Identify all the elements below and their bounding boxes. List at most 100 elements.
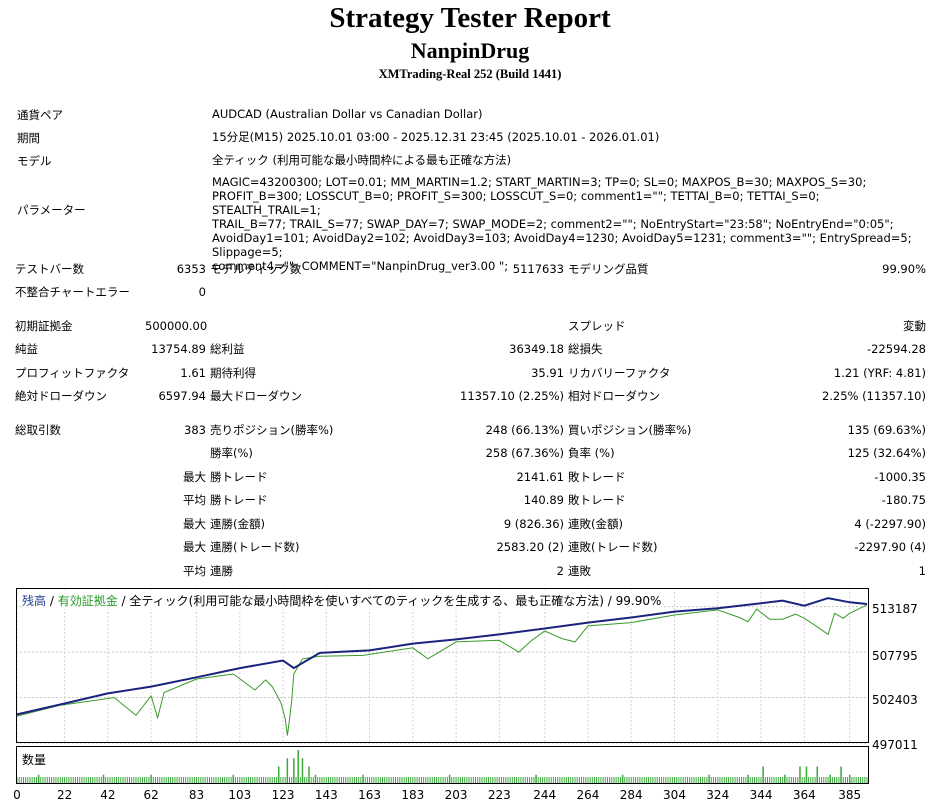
stat-label: 売りポジション(勝率%) [210, 422, 334, 437]
stat-label: 最大ドローダウン [210, 389, 302, 404]
stat-value: -2297.90 (4) [854, 540, 926, 555]
stats-row: 最大 連勝(金額) 9 (826.36) 連敗(金額) 4 (-2297.90) [13, 512, 928, 536]
stat-label: モデルティック数 [210, 261, 302, 276]
stats-row: 最大 勝トレード 2141.61 敗トレード -1000.35 [13, 465, 928, 489]
stats-row: 不整合チャートエラー 0 [13, 281, 928, 305]
stat-value: -22594.28 [866, 342, 926, 357]
stats-row: 平均 勝トレード 140.89 敗トレード -180.75 [13, 489, 928, 513]
stat-label: 敗トレード [568, 469, 626, 484]
main-plot-frame [16, 588, 869, 743]
stat-label: 最大 [183, 516, 206, 531]
stat-value: 36349.18 [509, 342, 564, 357]
period-label: 期間 [17, 131, 40, 145]
stat-label: モデリング品質 [568, 261, 649, 276]
stat-value: 1.61 [180, 365, 206, 380]
stat-value: 2.25% (11357.10) [821, 389, 926, 404]
x-tick-label: 103 [228, 788, 252, 802]
stat-value: 4 (-2297.90) [854, 516, 926, 531]
stat-value: 2141.61 [516, 469, 564, 484]
legend-equity: 有効証拠金 [57, 594, 118, 608]
x-tick-label: 284 [619, 788, 643, 802]
legend-balance: 残高 [22, 594, 47, 608]
stats-row: 絶対ドローダウン 6597.94 最大ドローダウン 11357.10 (2.25… [13, 385, 928, 409]
stat-label: 勝率(%) [210, 446, 253, 461]
stat-label: 平均 [183, 493, 206, 508]
y-tick-label: 502403 [872, 693, 918, 707]
stat-value: 248 (66.13%) [485, 422, 564, 437]
x-tick-label: 344 [749, 788, 773, 802]
legend-rest: / 全ティック(利用可能な最小時間枠を使いすべてのティックを生成する、最も正確な… [117, 594, 662, 608]
stats-row: 最大 連勝(トレード数) 2583.20 (2) 連敗(トレード数) -2297… [13, 536, 928, 560]
stat-label: 買いポジション(勝率%) [568, 422, 692, 437]
stat-value: 6353 [176, 261, 206, 276]
stat-value: 0 [198, 285, 206, 300]
y-tick-label: 497011 [872, 738, 918, 752]
x-tick-label: 364 [792, 788, 816, 802]
stat-value: 13754.89 [151, 342, 206, 357]
stat-value: 6597.94 [158, 389, 206, 404]
stat-label: 相対ドローダウン [568, 389, 660, 404]
stat-label: 敗トレード [568, 493, 626, 508]
stat-value: 35.91 [531, 365, 564, 380]
stat-label: スプレッド [568, 318, 626, 333]
x-tick-label: 42 [100, 788, 116, 802]
stat-value: 変動 [903, 318, 926, 333]
stat-label: 純益 [15, 342, 38, 357]
stat-label: 期待利得 [210, 365, 256, 380]
stat-value: 2583.20 (2) [496, 540, 564, 555]
y-tick-label: 513187 [872, 602, 918, 616]
stat-value: 1 [918, 563, 926, 578]
stat-label: 最大 [183, 540, 206, 555]
stat-value: 11357.10 (2.25%) [460, 389, 565, 404]
model-label: モデル [17, 154, 52, 168]
stat-value: 125 (32.64%) [847, 446, 926, 461]
stat-label: 負率 (%) [568, 446, 615, 461]
stat-label: 初期証拠金 [15, 318, 73, 333]
report-title: Strategy Tester Report [329, 2, 611, 34]
stat-value: 5117633 [512, 261, 564, 276]
equity-line [16, 604, 868, 736]
stat-label: 勝トレード [210, 469, 268, 484]
volume-label: 数量 [22, 751, 47, 768]
stat-value: 258 (67.36%) [485, 446, 564, 461]
chart-legend: 残高 / 有効証拠金 / 全ティック(利用可能な最小時間枠を使いすべてのティック… [22, 592, 662, 609]
stat-value: 383 [184, 422, 206, 437]
stat-label: 連敗(金額) [568, 516, 623, 531]
stat-label: 総取引数 [15, 422, 61, 437]
stat-label: 不整合チャートエラー [15, 285, 130, 300]
x-tick-label: 163 [358, 788, 381, 802]
stat-label: テストバー数 [15, 261, 84, 276]
stats-table: テストバー数 6353 モデルティック数 5117633 モデリング品質 99.… [13, 257, 928, 583]
stat-label: 連勝(トレード数) [210, 540, 300, 555]
params-value: MAGIC=43200300; LOT=0.01; MM_MARTIN=1.2;… [212, 175, 912, 273]
stat-label: 連勝(金額) [210, 516, 265, 531]
x-tick-label: 324 [706, 788, 730, 802]
stat-value: 99.90% [882, 261, 926, 276]
x-tick-label: 304 [663, 788, 686, 802]
x-tick-label: 62 [143, 788, 159, 802]
pair-label: 通貨ペア [17, 108, 63, 122]
stats-row: 純益 13754.89 総利益 36349.18 総損失 -22594.28 [13, 338, 928, 362]
stat-label: 連敗(トレード数) [568, 540, 658, 555]
stats-row: プロフィットファクタ 1.61 期待利得 35.91 リカバリーファクタ 1.2… [13, 361, 928, 385]
legend-sep: / [46, 594, 58, 608]
stat-value: 135 (69.63%) [847, 422, 926, 437]
x-tick-label: 244 [533, 788, 557, 802]
stat-label: 総利益 [210, 342, 245, 357]
stat-value: 500000.00 [145, 318, 208, 333]
x-tick-label: 264 [576, 788, 600, 802]
balance-line [16, 597, 868, 716]
stat-label: 連敗 [568, 563, 591, 578]
stats-row: テストバー数 6353 モデルティック数 5117633 モデリング品質 99.… [13, 257, 928, 281]
stat-value: 9 (826.36) [503, 516, 564, 531]
volume-plot-frame [16, 746, 869, 784]
balance-chart: 残高 / 有効証拠金 / 全ティック(利用可能な最小時間枠を使いすべてのティック… [13, 588, 936, 807]
stat-label: 総損失 [568, 342, 603, 357]
x-tick-label: 143 [314, 788, 338, 802]
balance-chart-svg [16, 588, 869, 784]
stat-value: -1000.35 [874, 469, 926, 484]
x-tick-label: 83 [188, 788, 205, 802]
stats-row: 総取引数 383 売りポジション(勝率%) 248 (66.13%) 買いポジシ… [13, 418, 928, 442]
params-label: パラメーター [17, 203, 86, 217]
period-value: 15分足(M15) 2025.10.01 03:00 - 2025.12.31 … [212, 130, 660, 144]
